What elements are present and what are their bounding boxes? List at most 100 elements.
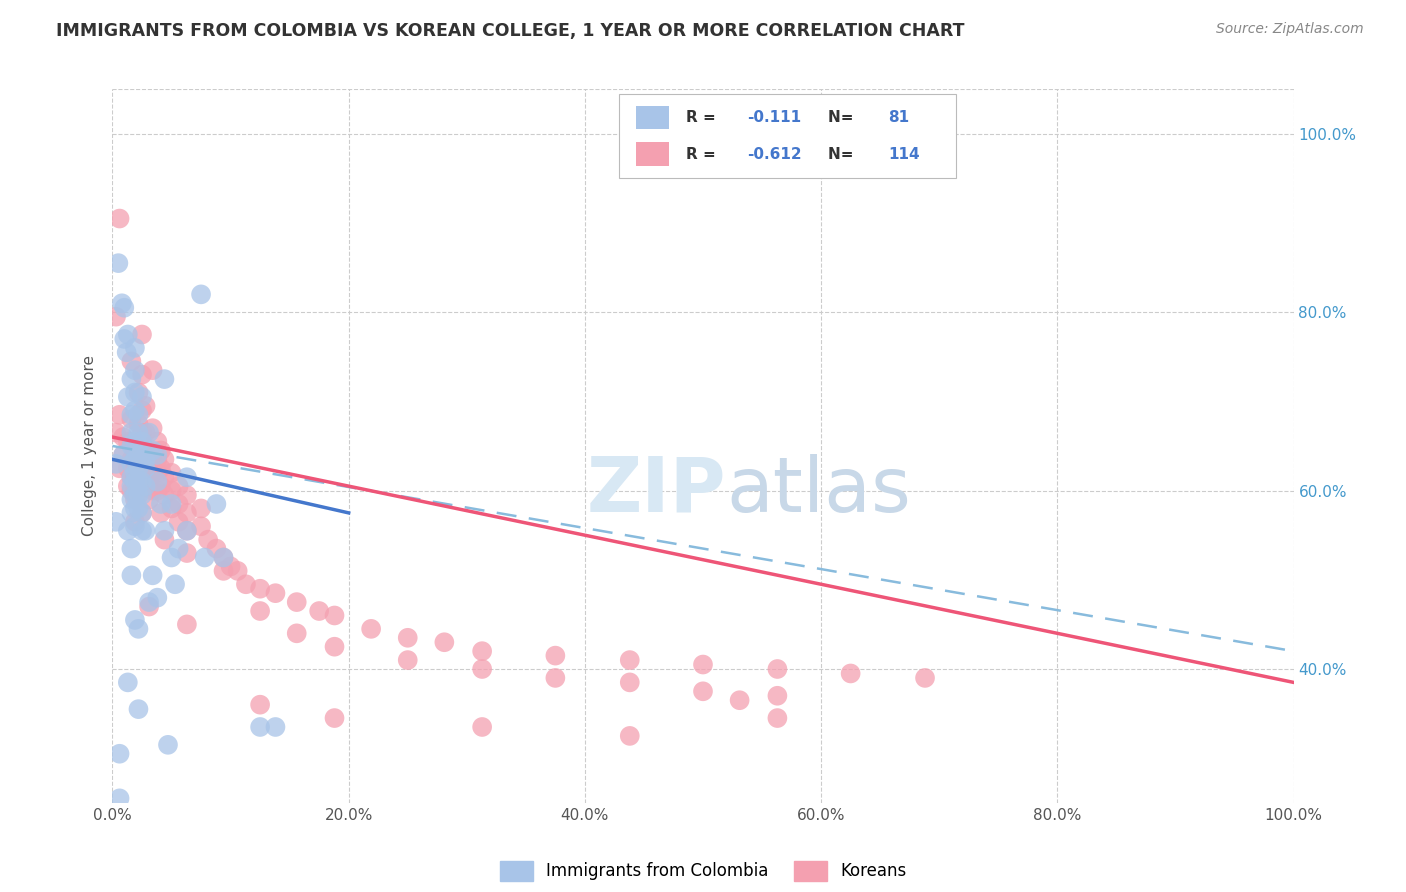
Point <box>249 604 271 618</box>
Point <box>146 434 169 449</box>
Point <box>120 470 142 484</box>
Point <box>124 613 146 627</box>
Point <box>127 475 149 489</box>
Text: -0.111: -0.111 <box>747 110 801 125</box>
Point <box>190 501 212 516</box>
Point <box>149 479 172 493</box>
Point <box>127 417 149 431</box>
Point <box>138 599 160 614</box>
Point <box>131 475 153 489</box>
Point <box>165 577 187 591</box>
Point <box>117 524 139 538</box>
Text: ZIP: ZIP <box>588 454 727 527</box>
Point <box>135 466 157 480</box>
Point <box>124 403 146 417</box>
Point <box>285 626 308 640</box>
Point <box>131 506 153 520</box>
Point <box>142 568 165 582</box>
Point <box>138 443 160 458</box>
Point <box>112 430 135 444</box>
Point <box>127 434 149 449</box>
Point <box>212 550 235 565</box>
Point <box>117 327 139 342</box>
Bar <box>636 105 669 129</box>
Point <box>249 720 271 734</box>
Point <box>839 666 862 681</box>
Point <box>146 483 169 498</box>
Y-axis label: College, 1 year or more: College, 1 year or more <box>82 356 97 536</box>
Point <box>149 461 172 475</box>
Point <box>619 653 641 667</box>
Point <box>131 457 153 471</box>
Point <box>127 488 149 502</box>
Point <box>142 363 165 377</box>
Point <box>212 550 235 565</box>
Point <box>433 635 456 649</box>
Point <box>120 372 142 386</box>
Point <box>160 501 183 516</box>
Point <box>108 461 131 475</box>
Point <box>160 550 183 565</box>
Text: R =: R = <box>686 147 721 162</box>
Point <box>120 452 142 467</box>
Point <box>323 640 346 654</box>
Point <box>108 791 131 805</box>
Point <box>124 515 146 529</box>
Point <box>142 466 165 480</box>
Point <box>115 345 138 359</box>
Point <box>120 457 142 471</box>
Point <box>124 452 146 467</box>
Point <box>264 720 287 734</box>
Point <box>120 541 142 556</box>
Point <box>619 675 641 690</box>
Point <box>176 524 198 538</box>
Point <box>124 341 146 355</box>
Point <box>120 479 142 493</box>
Point <box>135 479 157 493</box>
Point <box>112 332 135 346</box>
Point <box>127 501 149 516</box>
Point <box>264 586 287 600</box>
Point <box>127 425 149 440</box>
Text: Source: ZipAtlas.com: Source: ZipAtlas.com <box>1216 22 1364 37</box>
Point <box>131 524 153 538</box>
Point <box>124 363 146 377</box>
Bar <box>636 142 669 166</box>
Point <box>153 524 176 538</box>
Point <box>176 617 198 632</box>
Point <box>112 448 135 462</box>
Point <box>120 439 142 453</box>
Point <box>142 421 165 435</box>
Point <box>153 452 176 467</box>
Text: -0.612: -0.612 <box>747 147 801 162</box>
Point <box>146 475 169 489</box>
Point <box>105 515 128 529</box>
Point <box>235 577 257 591</box>
Point <box>107 256 129 270</box>
Point <box>471 662 494 676</box>
Point <box>120 483 142 498</box>
Point <box>219 559 242 574</box>
Point <box>146 452 169 467</box>
Point <box>323 711 346 725</box>
Text: 114: 114 <box>889 147 920 162</box>
Point <box>108 211 131 226</box>
Point <box>124 475 146 489</box>
Point <box>124 385 146 400</box>
Point <box>766 711 789 725</box>
Point <box>142 448 165 462</box>
Point <box>544 671 567 685</box>
Point <box>124 434 146 449</box>
Point <box>142 443 165 458</box>
Point <box>138 425 160 440</box>
Point <box>153 488 176 502</box>
Point <box>135 448 157 462</box>
Point <box>176 524 198 538</box>
Text: atlas: atlas <box>727 454 911 527</box>
Point <box>131 475 153 489</box>
Point <box>190 287 212 301</box>
Text: N=: N= <box>828 147 859 162</box>
Point <box>127 461 149 475</box>
Point <box>766 689 789 703</box>
Point <box>108 747 131 761</box>
